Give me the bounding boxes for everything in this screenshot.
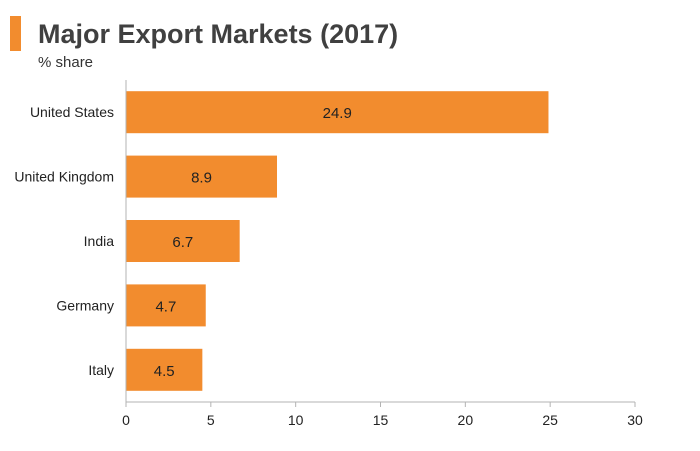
bar	[126, 348, 203, 391]
x-tick-label: 20	[458, 412, 474, 428]
x-tick-label: 0	[122, 412, 130, 428]
data-label: 24.9	[323, 105, 352, 122]
title-accent-bar	[10, 16, 21, 51]
category-label: Italy	[88, 362, 114, 378]
chart-title: Major Export Markets (2017)	[38, 19, 399, 49]
data-label: 6.7	[172, 234, 193, 251]
x-tick-label: 5	[207, 412, 215, 428]
bar	[126, 155, 278, 198]
data-label: 8.9	[191, 170, 212, 187]
category-label: United Kingdom	[14, 169, 114, 185]
category-label: Germany	[56, 297, 114, 313]
category-label: India	[84, 233, 115, 249]
chart-subtitle: % share	[38, 54, 94, 71]
x-tick-label: 25	[542, 412, 558, 428]
x-tick-label: 30	[627, 412, 643, 428]
data-label: 4.7	[155, 298, 176, 315]
x-tick-label: 10	[288, 412, 304, 428]
category-label: United States	[30, 104, 114, 120]
bar	[126, 284, 206, 327]
x-tick-label: 15	[373, 412, 389, 428]
bar	[126, 220, 240, 262]
bar	[126, 91, 549, 134]
data-label: 4.5	[154, 363, 175, 380]
